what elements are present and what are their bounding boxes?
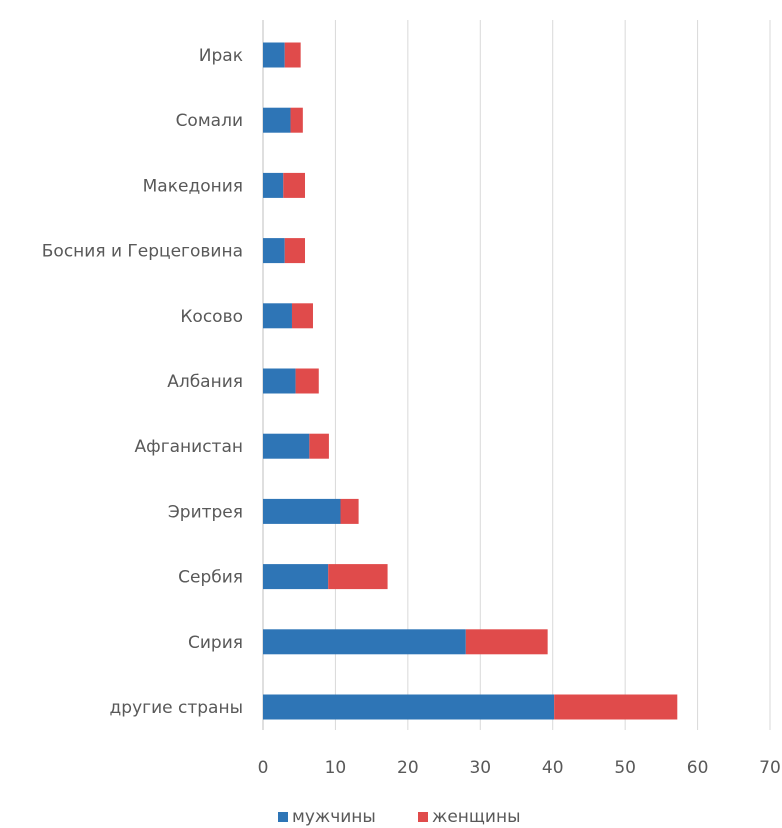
category-labels: Ирак Сомали Македония Босния и Герцеговина К…: [42, 46, 243, 718]
x-tick-labels: 0 10 20 30 40 50 60 70: [258, 758, 781, 778]
category-label: другие страны: [110, 698, 243, 718]
bar-segment-women: [340, 498, 359, 524]
bar-segment-women: [284, 238, 306, 264]
legend: мужчины женщины: [278, 807, 521, 827]
category-label: Босния и Герцеговина: [42, 242, 243, 262]
x-tick-label: 70: [759, 758, 781, 778]
bars: [263, 42, 678, 720]
bar-segment-women: [295, 368, 319, 394]
legend-swatch: [278, 812, 288, 822]
legend-label: мужчины: [292, 807, 376, 827]
category-label: Косово: [180, 307, 243, 327]
bar-segment-men: [263, 564, 329, 590]
x-tick-label: 0: [258, 758, 269, 778]
bar-segment-men: [263, 629, 466, 655]
category-label: Эритрея: [168, 502, 243, 522]
bar-segment-women: [554, 694, 678, 720]
category-label: Сомали: [176, 111, 243, 131]
bar-segment-women: [283, 172, 306, 198]
legend-swatch: [418, 812, 428, 822]
bar-segment-women: [284, 42, 301, 68]
category-label: Сербия: [178, 568, 243, 588]
bar-segment-men: [263, 433, 310, 459]
gridlines: [262, 20, 771, 730]
bar-segment-men: [263, 172, 284, 198]
bar-segment-women: [290, 107, 303, 133]
bar-segment-women: [309, 433, 329, 459]
bar-segment-women: [291, 303, 313, 329]
bar-segment-men: [263, 498, 341, 524]
category-label: Афганистан: [135, 437, 243, 457]
x-tick-label: 30: [469, 758, 491, 778]
category-label: Македония: [143, 176, 243, 196]
bar-segment-men: [263, 42, 285, 68]
x-tick-label: 20: [397, 758, 419, 778]
x-tick-label: 50: [614, 758, 636, 778]
x-tick-label: 10: [325, 758, 347, 778]
x-tick-label: 60: [687, 758, 709, 778]
bar-segment-women: [465, 629, 548, 655]
category-label: Сирия: [188, 633, 243, 653]
legend-label: женщины: [432, 807, 521, 827]
bar-segment-women: [328, 564, 388, 590]
bar-segment-men: [263, 238, 285, 264]
bar-segment-men: [263, 368, 296, 394]
bar-segment-men: [263, 303, 292, 329]
category-label: Ирак: [199, 46, 243, 66]
category-label: Албания: [167, 372, 243, 392]
x-tick-label: 40: [542, 758, 564, 778]
bar-segment-men: [263, 694, 555, 720]
bar-segment-men: [263, 107, 291, 133]
